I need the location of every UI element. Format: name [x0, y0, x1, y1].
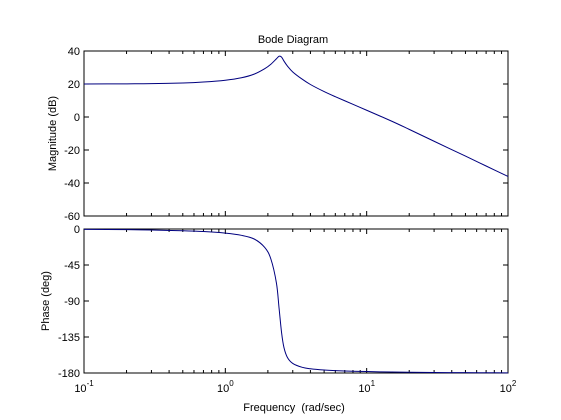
- phase-panel: 0 -45 -90 -135 -180 Phase (deg): [40, 224, 509, 380]
- magnitude-y-tick-label: 20: [68, 79, 80, 91]
- magnitude-y-tick-label: -40: [64, 178, 80, 190]
- phase-y-tick-label: -90: [64, 296, 80, 308]
- magnitude-y-tick-label: 0: [74, 112, 80, 124]
- x-tick-labels: 10-1 100 101 102: [74, 379, 517, 395]
- phase-y-tick-label: -180: [58, 368, 80, 380]
- magnitude-panel: 40 20 0 -20 -40 -60 Magnitude (dB): [47, 46, 509, 223]
- magnitude-y-tick-label: 40: [68, 46, 80, 58]
- x-tick-label: 102: [500, 379, 517, 395]
- x-axis-label: Frequency (rad/sec): [243, 402, 344, 414]
- phase-y-axis-label: Phase (deg): [40, 271, 52, 331]
- x-tick-label: 101: [358, 379, 375, 395]
- phase-plot-area: [83, 228, 509, 374]
- x-tick-label: 100: [217, 379, 234, 395]
- magnitude-y-tick-label: -60: [64, 211, 80, 223]
- magnitude-y-tick-label: -20: [64, 145, 80, 157]
- chart-title: Bode Diagram: [258, 34, 328, 46]
- magnitude-y-axis-label: Magnitude (dB): [47, 96, 59, 171]
- magnitude-plot-area: [83, 50, 509, 217]
- magnitude-series-line: [83, 55, 509, 177]
- phase-series-line: [83, 228, 509, 374]
- phase-y-tick-label: -135: [58, 332, 80, 344]
- phase-y-tick-label: -45: [64, 260, 80, 272]
- magnitude-x-minor-ticks: [83, 51, 509, 216]
- phase-x-minor-ticks: [83, 229, 509, 373]
- phase-y-tick-label: 0: [74, 224, 80, 236]
- x-tick-label: 10-1: [74, 379, 94, 395]
